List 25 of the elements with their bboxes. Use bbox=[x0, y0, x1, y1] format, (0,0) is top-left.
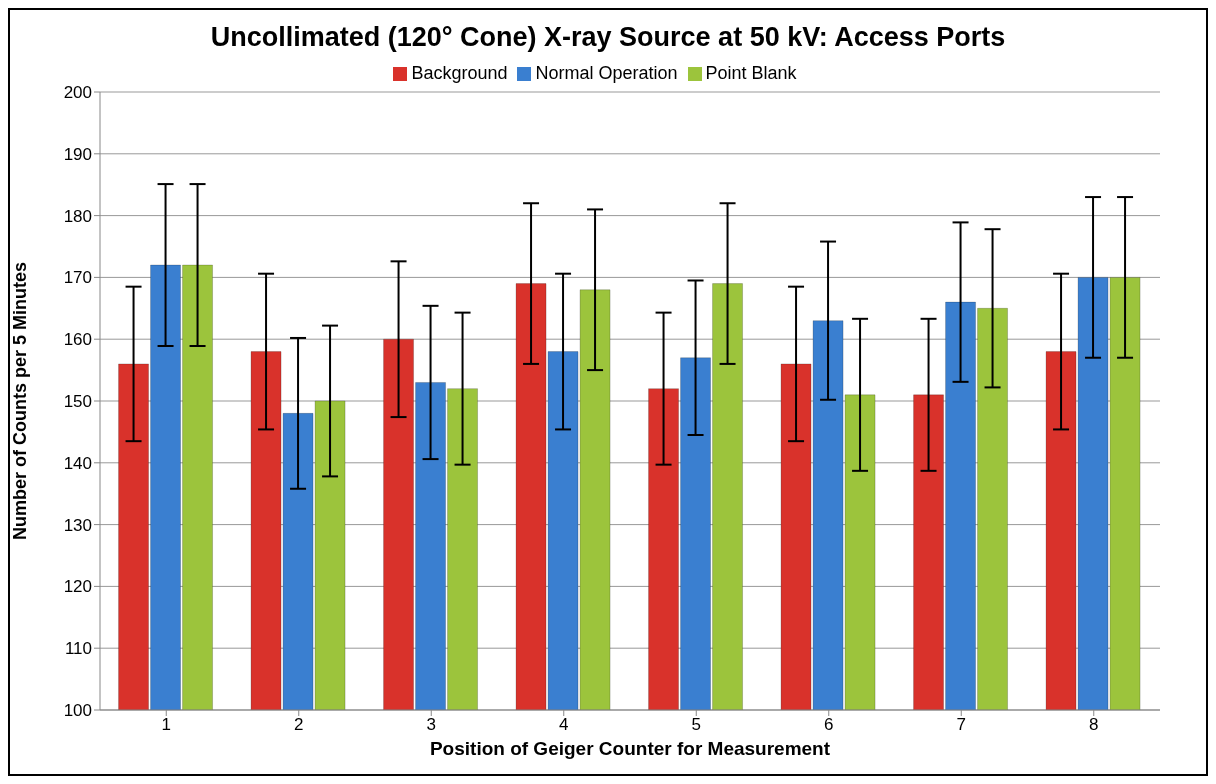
x-tick-label: 1 bbox=[161, 715, 171, 735]
y-tick-label: 130 bbox=[63, 515, 92, 535]
legend-label: Normal Operation bbox=[535, 63, 678, 83]
y-tick-label: 150 bbox=[63, 392, 92, 412]
x-tick-label: 8 bbox=[1089, 715, 1099, 735]
x-tick-label: 3 bbox=[426, 715, 436, 735]
y-tick-label: 180 bbox=[63, 206, 92, 226]
chart-title: Uncollimated (120° Cone) X-ray Source at 50 kV: Access Ports bbox=[209, 21, 1007, 54]
y-tick-label: 200 bbox=[63, 83, 92, 103]
y-tick-label: 160 bbox=[63, 330, 92, 350]
y-tick-label: 100 bbox=[63, 701, 92, 721]
y-axis-title: Number of Counts per 5 Minutes bbox=[10, 261, 31, 541]
x-tick-label: 6 bbox=[824, 715, 834, 735]
legend-label: Background bbox=[411, 63, 508, 83]
y-tick-label: 140 bbox=[63, 453, 92, 473]
x-tick-label: 7 bbox=[956, 715, 966, 735]
x-tick-label: 4 bbox=[559, 715, 569, 735]
legend-label: Point Blank bbox=[705, 63, 797, 83]
x-tick-label: 5 bbox=[691, 715, 701, 735]
x-axis-title: Position of Geiger Counter for Measurement bbox=[429, 738, 831, 760]
x-tick-label: 2 bbox=[294, 715, 304, 735]
y-tick-label: 190 bbox=[63, 144, 92, 164]
y-tick-label: 120 bbox=[63, 577, 92, 597]
y-tick-label: 110 bbox=[64, 639, 92, 659]
y-tick-label: 170 bbox=[63, 268, 92, 288]
